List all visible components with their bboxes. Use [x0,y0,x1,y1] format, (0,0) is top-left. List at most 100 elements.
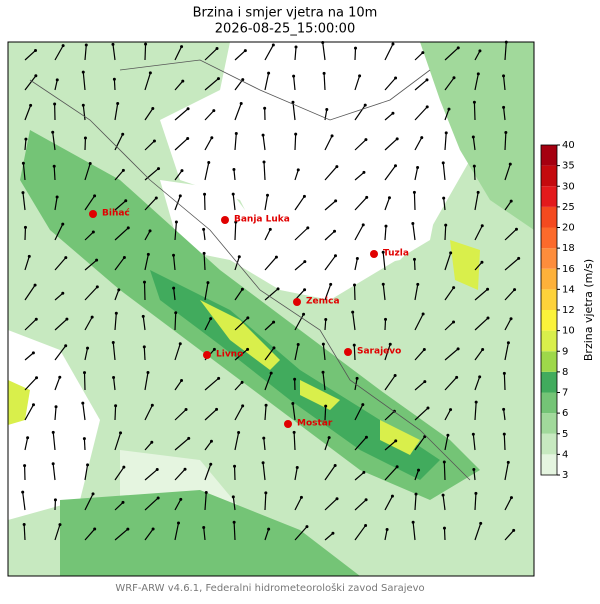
arrow-head [475,401,478,404]
arrow-head [206,281,209,284]
arrow-head [389,343,392,346]
colorbar-segment [541,310,557,331]
wind-arrow [114,79,115,90]
arrow-head [212,109,215,112]
arrow-head [477,72,480,75]
arrow-head [477,191,480,194]
colorbar-segment [541,454,557,475]
colorbar-segment [541,393,557,414]
arrow-head [322,371,325,374]
colorbar-tick-label: 5 [562,429,568,440]
wind-arrow [385,319,386,330]
arrow-head [515,228,518,231]
colorbar-tick-label: 25 [562,202,575,213]
arrow-head [503,372,506,375]
arrow-head [121,133,124,136]
city-label: Mostar [297,419,333,429]
arrow-head [334,464,337,467]
arrow-head [172,287,175,290]
arrow-head [111,43,114,46]
wind-arrow [175,313,176,330]
arrow-head [24,226,27,229]
arrow-head [510,317,513,320]
arrow-head [457,347,460,350]
arrow-head [292,75,295,78]
colorbar-tick-label: 30 [562,181,575,192]
arrow-head [81,402,84,405]
arrow-head [443,461,446,464]
arrow-head [216,47,219,50]
wind-arrow [115,406,116,420]
arrow-head [391,495,394,498]
arrow-head [34,284,37,287]
arrow-head [486,317,489,320]
arrow-head [117,288,120,291]
arrow-head [175,221,178,224]
arrow-head [84,137,87,140]
wind-arrow [265,493,266,510]
arrow-head [358,74,361,77]
arrow-head [365,436,368,439]
arrow-head [452,320,455,323]
arrow-head [61,292,64,295]
arrow-head [449,408,452,411]
arrow-head [445,131,448,134]
arrow-head [510,496,513,499]
arrow-head [233,521,236,524]
arrow-head [185,408,188,411]
arrow-head [156,468,159,471]
arrow-head [391,42,394,45]
arrow-head [112,376,115,379]
arrow-head [354,47,357,50]
arrow-head [143,345,146,348]
wind-arrow [474,166,475,180]
arrow-head [96,285,99,288]
arrow-head [388,196,391,199]
arrow-head [364,138,367,141]
arrow-head [512,529,515,532]
arrow-head [51,131,54,134]
arrow-head [240,102,243,105]
arrow-head [181,80,184,83]
arrow-head [353,344,356,347]
arrow-head [113,78,116,81]
arrow-head [413,258,416,261]
arrow-head [305,525,308,528]
arrow-head [215,408,218,411]
arrow-head [116,102,119,105]
arrow-head [444,224,447,227]
arrow-head [509,163,512,166]
arrow-head [420,136,423,139]
arrow-head [210,440,213,443]
arrow-head [365,498,368,501]
arrow-head [119,431,122,434]
arrow-head [384,225,387,228]
city-label: Tuzla [383,249,409,259]
arrow-head [209,317,212,320]
arrow-head [52,431,55,434]
arrow-head [34,49,37,52]
arrow-head [394,439,397,442]
arrow-head [207,161,210,164]
arrow-head [322,343,325,346]
wind-arrow [474,102,475,120]
arrow-head [364,524,367,527]
arrow-head [180,45,183,48]
colorbar-tick-label: 9 [562,346,568,357]
colorbar-tick-label: 10 [562,326,575,337]
arrow-head [179,342,182,345]
arrow-head [179,498,182,501]
arrow-head [426,407,429,410]
arrow-head [114,404,117,407]
arrow-head [205,491,208,494]
arrow-head [447,108,450,111]
city-marker [89,210,97,218]
title: Brzina i smjer vjetra na 10m [193,6,378,21]
arrow-head [203,252,206,255]
arrow-head [246,348,249,351]
arrow-head [351,311,354,314]
arrow-head [334,254,337,257]
arrow-head [122,169,125,172]
arrow-head [446,434,449,437]
arrow-head [180,169,183,172]
